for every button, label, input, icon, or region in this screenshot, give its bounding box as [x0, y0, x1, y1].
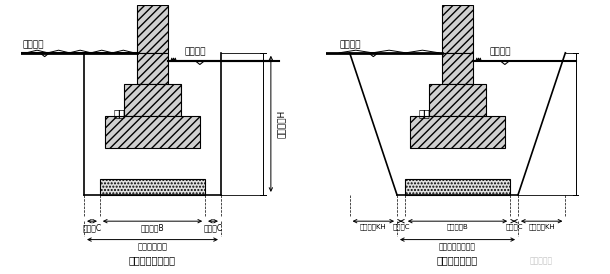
Polygon shape — [124, 84, 181, 116]
Text: 工作面C: 工作面C — [392, 224, 410, 230]
Text: 不放坡的基槽断面: 不放坡的基槽断面 — [129, 256, 176, 266]
Polygon shape — [410, 116, 505, 147]
Polygon shape — [442, 53, 473, 84]
Polygon shape — [137, 53, 168, 84]
Text: 基槽开挖宽度: 基槽开挖宽度 — [137, 242, 168, 251]
Polygon shape — [405, 179, 510, 195]
Text: 基础: 基础 — [113, 108, 125, 118]
Text: 放坡宽度KH: 放坡宽度KH — [360, 224, 387, 230]
Text: 开挖深度H: 开挖深度H — [277, 110, 286, 138]
Text: 建筑大家园: 建筑大家园 — [530, 256, 553, 265]
Text: 基础宽度B: 基础宽度B — [141, 224, 164, 233]
Polygon shape — [500, 61, 509, 64]
Polygon shape — [442, 5, 473, 53]
Text: 室内地坪: 室内地坪 — [184, 48, 206, 57]
Text: 室外地坪: 室外地坪 — [339, 40, 361, 49]
Polygon shape — [368, 53, 378, 57]
Polygon shape — [40, 53, 49, 57]
Polygon shape — [137, 5, 168, 53]
Text: 工作面C: 工作面C — [82, 224, 101, 233]
Text: 工作面C: 工作面C — [505, 224, 523, 230]
Polygon shape — [105, 116, 200, 147]
Text: 工作面C: 工作面C — [204, 224, 223, 233]
Text: 室内地坪: 室内地坪 — [489, 48, 511, 57]
Text: 基槽基底开挖宽度: 基槽基底开挖宽度 — [439, 242, 476, 251]
Text: 基础: 基础 — [418, 108, 430, 118]
Polygon shape — [100, 179, 205, 195]
Text: 放坡的基槽断面: 放坡的基槽断面 — [437, 256, 478, 266]
Text: 放坡宽度KH: 放坡宽度KH — [528, 224, 555, 230]
Text: 基础宽度B: 基础宽度B — [447, 224, 468, 230]
Polygon shape — [195, 61, 204, 64]
Text: 室外地坪: 室外地坪 — [23, 40, 44, 49]
Polygon shape — [429, 84, 486, 116]
